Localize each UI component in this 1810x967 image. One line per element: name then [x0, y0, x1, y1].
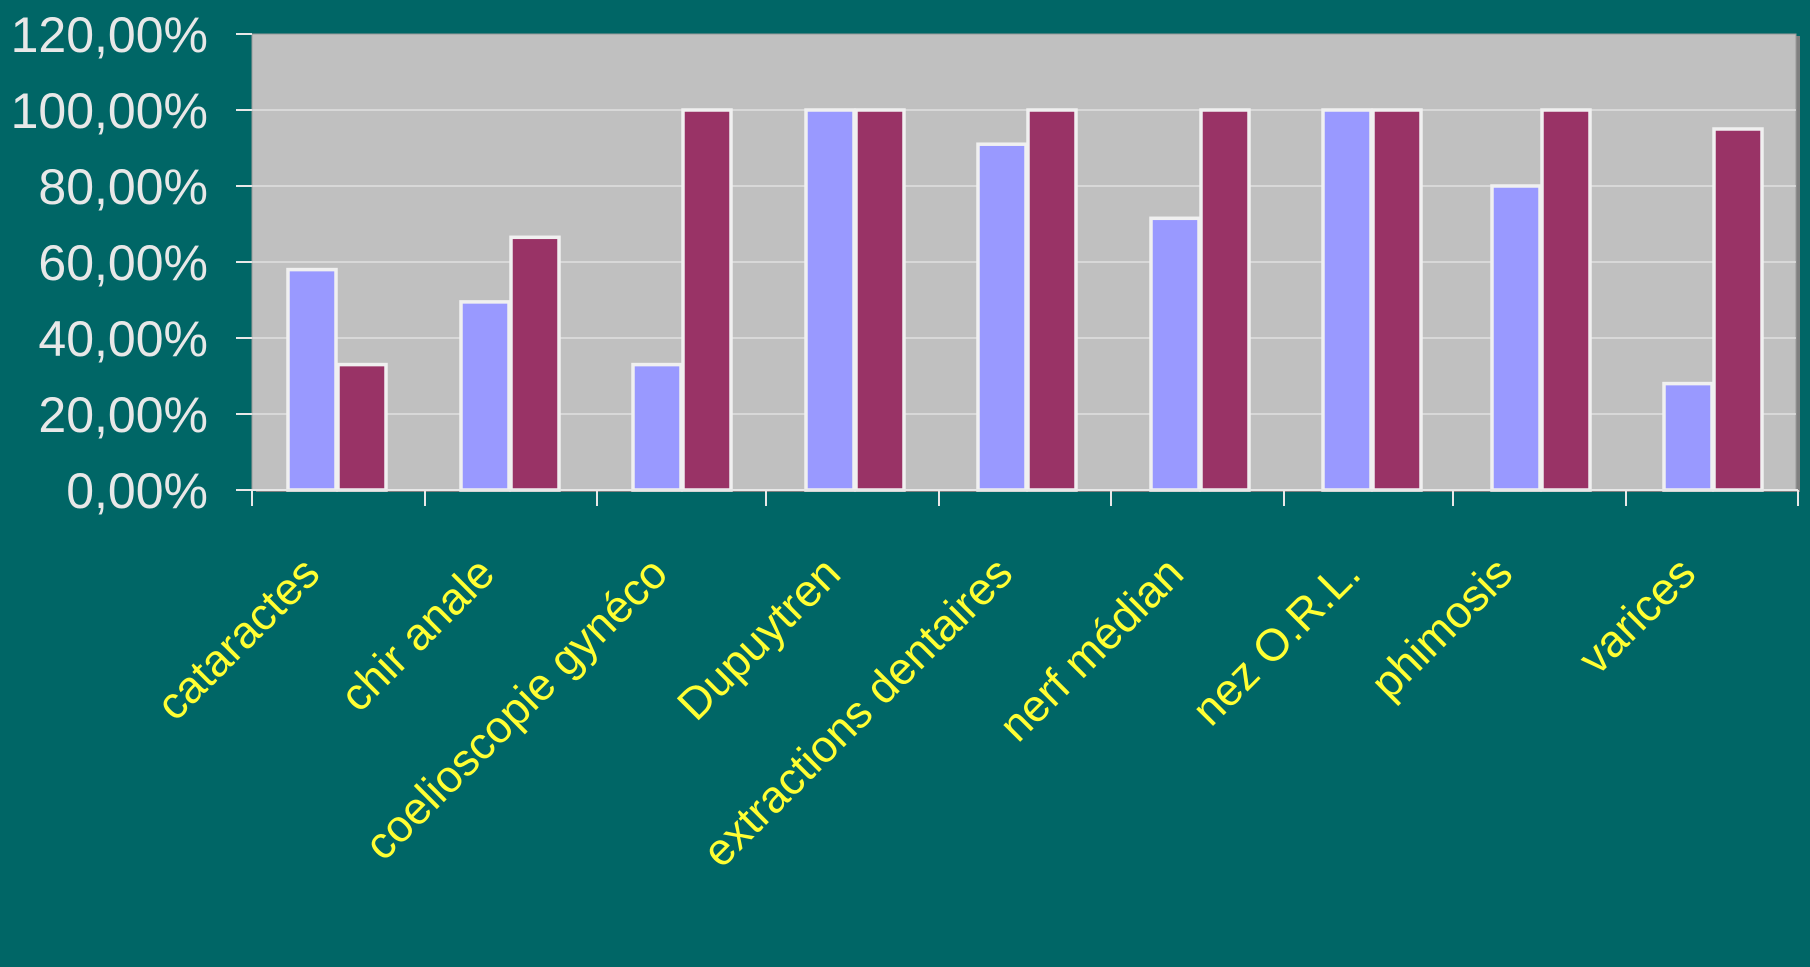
bar-series-2-1 [509, 235, 561, 492]
bar-series-1-0 [286, 267, 338, 492]
x-tick-label: nerf médian [989, 547, 1193, 751]
x-tick-label: chir anale [330, 547, 504, 721]
x-tick-label: coelioscopie gynéco [354, 547, 677, 870]
bar-series-1-7 [1490, 184, 1542, 492]
x-tick-label: extractions dentaires [692, 547, 1022, 877]
bar-series-2-6 [1371, 108, 1423, 492]
bar-series-2-2 [681, 108, 733, 492]
bar-series-2-4 [1026, 108, 1078, 492]
y-tick-label: 120,00% [11, 7, 208, 63]
bar-series-2-7 [1540, 108, 1592, 492]
bar-series-1-5 [1149, 216, 1201, 492]
x-tick-label: nez O.R.L. [1182, 547, 1370, 735]
x-tick-label: varices [1568, 547, 1705, 684]
bar-series-1-3 [804, 108, 856, 492]
y-tick-label: 80,00% [38, 159, 208, 215]
bar-series-2-5 [1199, 108, 1251, 492]
x-tick-label: Dupuytren [667, 547, 850, 730]
bar-series-1-2 [631, 362, 683, 492]
y-tick-label: 100,00% [11, 83, 208, 139]
y-axis-tick-labels: 0,00% 20,00% 40,00% 60,00% 80,00% 100,00% 120,… [11, 7, 208, 519]
x-tick-label: phimosis [1360, 547, 1522, 709]
bar-series-2-3 [854, 108, 906, 492]
bar-series-2-8 [1712, 127, 1764, 492]
bars [286, 108, 1764, 492]
bar-series-1-6 [1321, 108, 1373, 492]
y-tick-label: 40,00% [38, 311, 208, 367]
bar-series-1-4 [976, 142, 1028, 492]
bar-series-2-0 [336, 362, 388, 492]
y-tick-label: 60,00% [38, 235, 208, 291]
bar-series-1-8 [1662, 381, 1714, 492]
bar-series-1-1 [459, 300, 511, 492]
x-tick-label: cataractes [146, 547, 329, 730]
y-tick-label: 20,00% [38, 387, 208, 443]
axes [236, 33, 1799, 506]
y-tick-label: 0,00% [66, 463, 208, 519]
